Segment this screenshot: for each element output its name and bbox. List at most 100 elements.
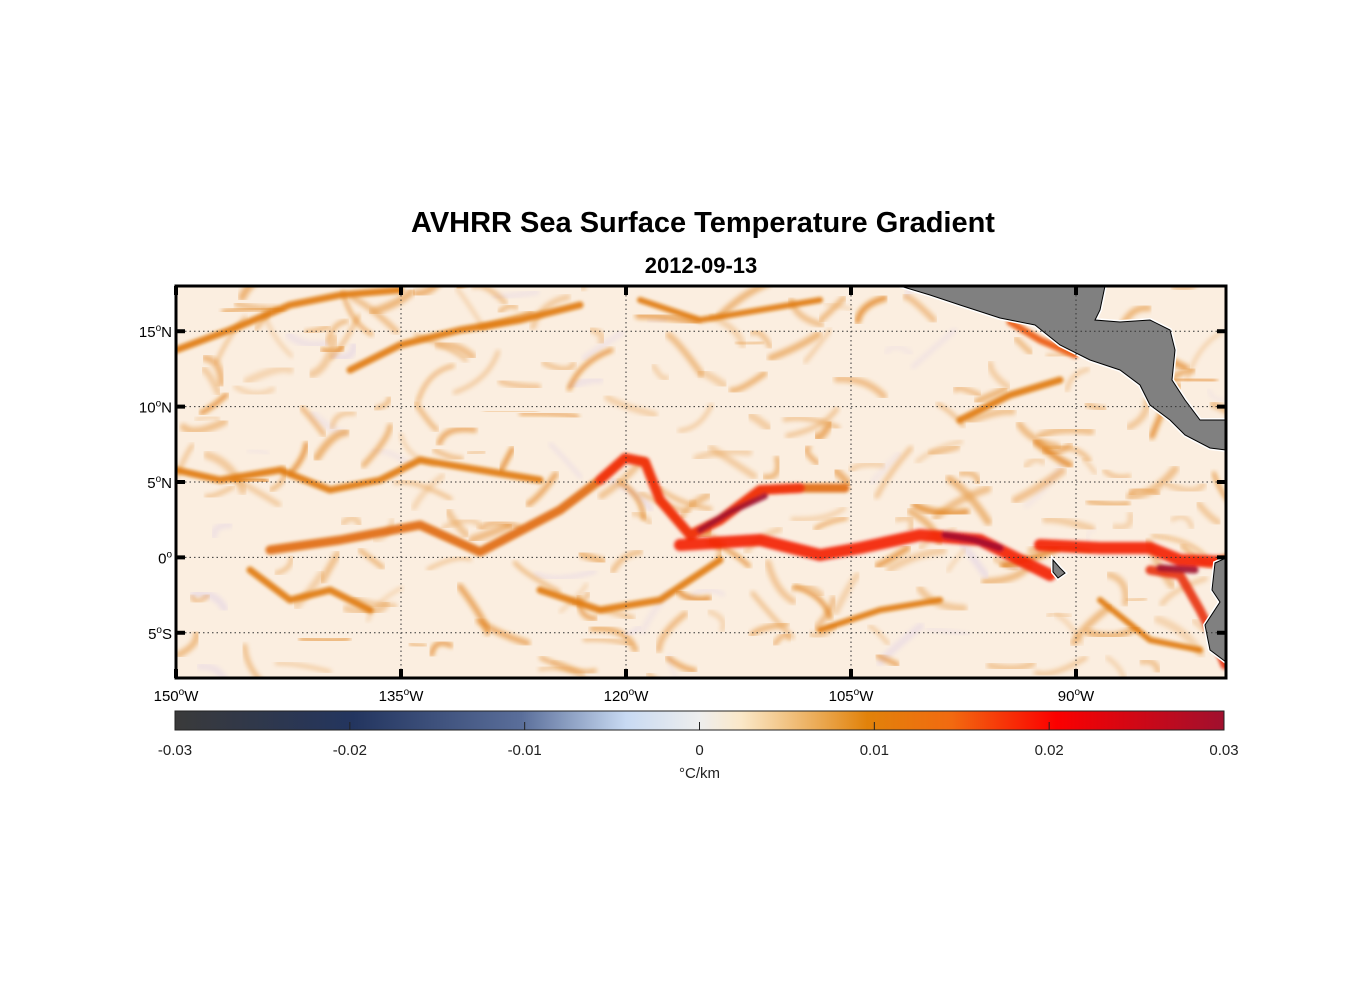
front-segment: [210, 521, 234, 540]
front-segment: [993, 556, 1018, 571]
front-segment: [455, 286, 467, 291]
front-segment: [293, 570, 326, 610]
y-tick-label: 10oN: [139, 399, 172, 417]
colorbar: -0.03 -0.02 -0.01 0 0.01 0.02 0.03 °C/km: [158, 710, 1239, 782]
front-segment: [1105, 655, 1126, 678]
front-segment: [452, 349, 501, 395]
front-segment: [429, 640, 454, 658]
front-segment: [706, 609, 726, 633]
front-segment: [475, 617, 531, 647]
y-tick-label: 5oN: [147, 474, 172, 492]
front-segment: [413, 401, 440, 432]
front-segment: [1054, 613, 1084, 646]
front-segment: [764, 559, 797, 605]
front-segment: [566, 375, 605, 391]
front-segment: [190, 590, 229, 613]
front-segment: [242, 643, 262, 678]
front-segment: [1042, 515, 1096, 533]
x-tick-label: 150oW: [154, 687, 200, 705]
front-segment: [875, 652, 901, 668]
front-segment: [274, 555, 294, 576]
front-segment: [533, 569, 597, 581]
front-segment: [656, 486, 713, 511]
front-segment: [1022, 456, 1046, 470]
y-tick-label: 5oS: [148, 625, 172, 643]
colorbar-tick-label: 0.02: [1035, 742, 1064, 759]
front-segment: [393, 480, 453, 501]
front-segment: [319, 550, 342, 585]
front-segment: [194, 415, 220, 423]
front-segment: [1209, 400, 1226, 415]
front-segment: [1084, 624, 1140, 640]
front-segment: [196, 662, 228, 678]
front-segment: [577, 550, 607, 566]
front-line: [1034, 539, 1226, 568]
front-segment: [329, 410, 357, 430]
front-segment: [911, 501, 970, 517]
front-segment: [1011, 467, 1066, 504]
front-segment: [324, 318, 349, 346]
front-segment: [824, 302, 853, 312]
front-segment: [582, 637, 633, 647]
front-segment: [366, 586, 403, 622]
front-segment: [539, 655, 597, 674]
front-segment: [610, 549, 644, 574]
front-segment: [1159, 576, 1208, 607]
front-segment: [1023, 458, 1067, 509]
front-segment: [1151, 534, 1209, 560]
front-segment: [1191, 618, 1207, 633]
gradient-texture: [176, 286, 1226, 678]
front-segment: [190, 593, 210, 604]
front-segment: [1207, 388, 1225, 402]
front-segment: [696, 368, 728, 389]
front-segment: [339, 514, 363, 528]
front-segment: [645, 671, 658, 678]
front-segment: [373, 395, 392, 411]
front-segment: [813, 516, 848, 531]
front-segment: [665, 655, 698, 674]
front-segment: [958, 539, 990, 579]
front-segment: [655, 610, 689, 653]
front-line: [1006, 318, 1079, 359]
front-segment: [902, 293, 937, 324]
x-tick-label: 120oW: [604, 687, 650, 705]
front-segment: [519, 411, 580, 419]
front-segment: [894, 515, 915, 532]
front-line: [956, 376, 1064, 424]
front-segment: [357, 547, 385, 570]
front-segment: [604, 394, 658, 418]
colorbar-tick-label: -0.03: [158, 742, 192, 759]
front-segment: [215, 315, 247, 364]
front-segment: [1138, 658, 1162, 675]
front-segment: [935, 401, 966, 428]
front-segment: [1102, 468, 1132, 480]
x-tick-label: 90oW: [1058, 687, 1095, 705]
front-segment: [734, 339, 765, 347]
land-masses: [899, 286, 1226, 665]
front-segment: [548, 442, 583, 479]
front-segment: [986, 660, 1036, 672]
front-line: [176, 286, 404, 354]
front-segment: [432, 447, 464, 461]
front-segment: [716, 286, 771, 319]
front-line: [1156, 564, 1199, 574]
front-segment: [761, 455, 781, 480]
front-segment: [946, 548, 967, 573]
front-segment: [477, 519, 523, 532]
front-line: [176, 456, 544, 494]
front-segment: [285, 331, 329, 349]
front-segment: [876, 622, 925, 667]
front-segment: [1070, 604, 1113, 647]
front-segment: [958, 470, 982, 486]
front-segment: [772, 632, 792, 647]
front-segment: [512, 560, 561, 593]
front-segment: [1195, 500, 1222, 526]
front-segment: [351, 595, 398, 609]
front-segment: [201, 354, 225, 388]
front-segment: [1111, 510, 1134, 531]
front-segment: [1105, 571, 1130, 607]
front-segment: [471, 286, 508, 306]
front-line: [817, 597, 943, 633]
front-segment: [465, 448, 488, 458]
front-segment: [1165, 481, 1207, 494]
